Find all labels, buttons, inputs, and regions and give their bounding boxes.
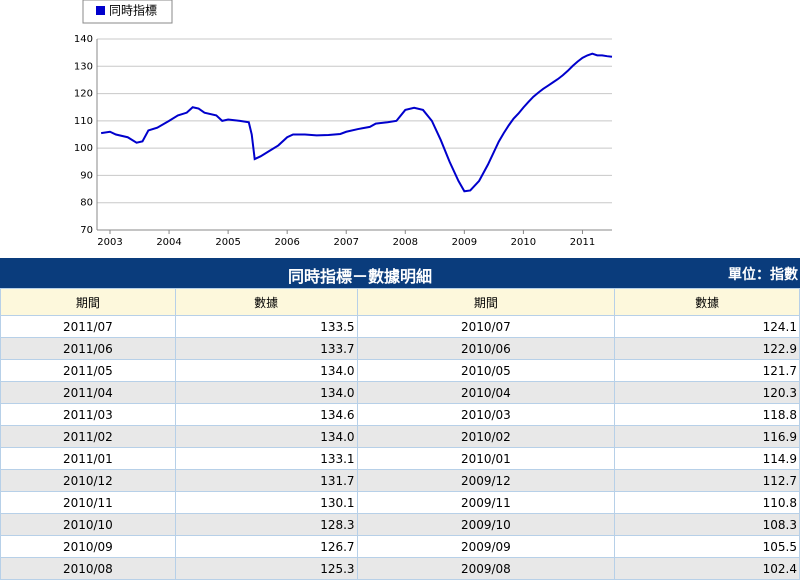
data-table: 期間 數據 期間 數據 2011/07 133.5 2010/07 124.1 2011/06 1… — [0, 288, 800, 580]
table-title: 同時指標－數據明細 — [287, 267, 432, 286]
value-cell: 126.7 — [174, 535, 358, 558]
period-cell: 2010/11 — [0, 491, 176, 514]
value-cell: 134.0 — [174, 359, 358, 382]
value-cell: 133.1 — [174, 447, 358, 470]
value-cell: 108.3 — [614, 513, 800, 536]
x-tick-label: 2004 — [156, 237, 181, 248]
value-cell: 122.9 — [614, 337, 800, 360]
x-tick-label: 2008 — [393, 237, 418, 248]
x-tick-label: 2006 — [274, 237, 299, 248]
value-cell: 125.3 — [174, 557, 358, 580]
period-cell: 2010/03 — [356, 403, 616, 426]
value-cell: 118.8 — [614, 403, 800, 426]
table-row: 2011/02 134.0 2010/02 116.9 — [0, 425, 800, 448]
y-tick-label: 80 — [80, 198, 93, 209]
period-cell: 2010/12 — [0, 469, 176, 492]
value-cell: 110.8 — [614, 491, 800, 514]
value-cell: 131.7 — [174, 469, 358, 492]
period-cell: 2009/11 — [356, 491, 616, 514]
y-tick-label: 90 — [80, 170, 93, 181]
period-cell: 2011/06 — [0, 337, 176, 360]
column-header: 數據 — [614, 288, 800, 316]
value-cell: 130.1 — [174, 491, 358, 514]
value-cell: 133.5 — [174, 315, 358, 338]
table-row: 2011/07 133.5 2010/07 124.1 — [0, 315, 800, 338]
value-cell: 120.3 — [614, 381, 800, 404]
value-cell: 114.9 — [614, 447, 800, 470]
value-cell: 134.0 — [174, 381, 358, 404]
chart: 同時指標 70 80 90 100 110 120 130 140 2003 2004 2005 20… — [74, 0, 613, 248]
column-header: 數據 — [174, 288, 358, 316]
period-cell: 2011/01 — [0, 447, 176, 470]
x-tick-label: 2007 — [334, 237, 359, 248]
y-tick-label: 100 — [74, 143, 93, 154]
column-header: 期間 — [0, 288, 176, 316]
value-cell: 121.7 — [614, 359, 800, 382]
legend — [82, 0, 173, 24]
value-cell: 102.4 — [614, 557, 800, 580]
column-header: 期間 — [356, 288, 616, 316]
value-cell: 128.3 — [174, 513, 358, 536]
y-tick-label: 140 — [74, 34, 93, 45]
y-tick-label: 70 — [80, 225, 93, 236]
x-tick-label: 2009 — [452, 237, 477, 248]
period-cell: 2010/09 — [0, 535, 176, 558]
legend-label: 同時指標 — [109, 3, 157, 18]
y-tick-label: 130 — [74, 61, 93, 72]
table-row: 2011/04 134.0 2010/04 120.3 — [0, 381, 800, 404]
value-cell: 134.0 — [174, 425, 358, 448]
table-row: 2010/09 126.7 2009/09 105.5 — [0, 535, 800, 558]
period-cell: 2009/09 — [356, 535, 616, 558]
unit: 單位：指數 — [728, 267, 798, 283]
table-title-bar: 同時指標－數據明細 單位：指數 — [0, 258, 800, 288]
x-tick-label: 2003 — [97, 237, 122, 248]
period-cell: 2011/07 — [0, 315, 176, 338]
period-cell: 2010/06 — [356, 337, 616, 360]
table-row: 2011/06 133.7 2010/06 122.9 — [0, 337, 800, 360]
x-tick-label: 2005 — [215, 237, 240, 248]
period-cell: 2011/05 — [0, 359, 176, 382]
period-cell: 2010/10 — [0, 513, 176, 536]
period-cell: 2010/08 — [0, 557, 176, 580]
table-row: 2011/01 133.1 2010/01 114.9 — [0, 447, 800, 470]
line — [100, 52, 613, 193]
value-cell: 134.6 — [174, 403, 358, 426]
table-row: 2010/08 125.3 2009/08 102.4 — [0, 557, 800, 580]
value-cell: 112.7 — [614, 469, 800, 492]
period-cell: 2010/04 — [356, 381, 616, 404]
period-cell: 2010/05 — [356, 359, 616, 382]
y-tick-label: 110 — [74, 116, 93, 127]
x-tick-label: 2010 — [511, 237, 536, 248]
period-cell: 2011/02 — [0, 425, 176, 448]
table-row: 2010/11 130.1 2009/11 110.8 — [0, 491, 800, 514]
table-row: 2010/10 128.3 2009/10 108.3 — [0, 513, 800, 536]
y-tick-label: 120 — [74, 89, 93, 100]
value-cell: 124.1 — [614, 315, 800, 338]
value-cell: 116.9 — [614, 425, 800, 448]
period-cell: 2010/02 — [356, 425, 616, 448]
value-cell: 133.7 — [174, 337, 358, 360]
value-cell: 105.5 — [614, 535, 800, 558]
period-cell: 2009/10 — [356, 513, 616, 536]
period-cell: 2009/08 — [356, 557, 616, 580]
period-cell: 2011/04 — [0, 381, 176, 404]
x-tick-label: 2011 — [570, 237, 595, 248]
period-cell: 2010/01 — [356, 447, 616, 470]
period-cell: 2009/12 — [356, 469, 616, 492]
period-cell: 2011/03 — [0, 403, 176, 426]
table-row: 2011/05 134.0 2010/05 121.7 — [0, 359, 800, 382]
legend-swatch — [96, 6, 105, 15]
table-row: 2010/12 131.7 2009/12 112.7 — [0, 469, 800, 492]
period-cell: 2010/07 — [356, 315, 616, 338]
table-row: 2011/03 134.6 2010/03 118.8 — [0, 403, 800, 426]
